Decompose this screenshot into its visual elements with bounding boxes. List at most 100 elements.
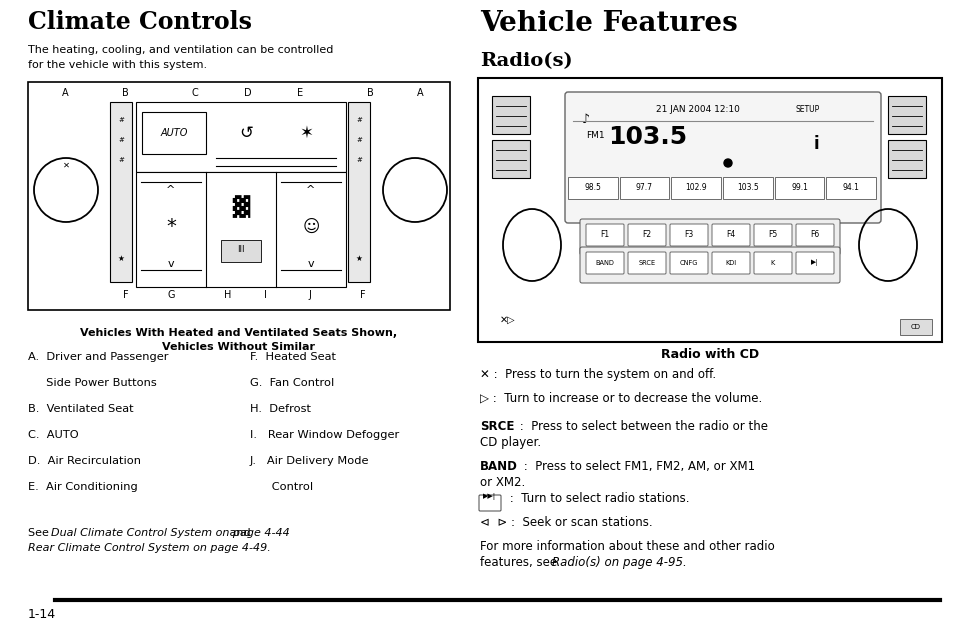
Text: i: i <box>812 135 818 153</box>
Text: SRCE: SRCE <box>479 420 514 433</box>
Text: CD player.: CD player. <box>479 436 540 449</box>
Text: G: G <box>167 290 174 300</box>
Text: AUTO: AUTO <box>160 128 188 138</box>
Text: CNFG: CNFG <box>679 260 698 266</box>
Text: Rear Climate Control System on page 4-49.: Rear Climate Control System on page 4-49… <box>28 543 271 553</box>
Bar <box>136 102 346 172</box>
Text: ☺: ☺ <box>302 218 319 236</box>
Text: ▶▶|: ▶▶| <box>483 494 497 500</box>
FancyBboxPatch shape <box>627 252 665 274</box>
Text: G.  Fan Control: G. Fan Control <box>250 378 334 388</box>
Text: 21 JAN 2004 12:10: 21 JAN 2004 12:10 <box>656 105 740 114</box>
Bar <box>774 177 823 199</box>
Text: #: # <box>355 137 361 143</box>
Text: F1: F1 <box>599 230 609 239</box>
Text: ♪: ♪ <box>581 113 589 126</box>
Text: Vehicle Features: Vehicle Features <box>479 10 737 37</box>
Text: J: J <box>308 290 311 300</box>
FancyBboxPatch shape <box>585 224 623 246</box>
FancyBboxPatch shape <box>711 252 749 274</box>
Text: ✶: ✶ <box>298 124 313 142</box>
Text: Dual Climate Control System on page 4-44: Dual Climate Control System on page 4-44 <box>51 528 290 538</box>
Bar <box>899 319 931 335</box>
Text: I: I <box>263 290 266 300</box>
Text: F4: F4 <box>725 230 735 239</box>
Text: 94.1: 94.1 <box>841 184 859 193</box>
Text: ⊲  ⊳ :  Seek or scan stations.: ⊲ ⊳ : Seek or scan stations. <box>479 516 652 529</box>
Text: #: # <box>355 157 361 163</box>
Text: B: B <box>366 88 373 98</box>
Text: C: C <box>192 88 198 98</box>
Text: A: A <box>416 88 423 98</box>
Circle shape <box>723 159 731 167</box>
Text: 98.5: 98.5 <box>584 184 600 193</box>
Text: A: A <box>62 88 69 98</box>
Text: 103.5: 103.5 <box>607 125 686 149</box>
Text: Vehicles Without Similar: Vehicles Without Similar <box>162 342 315 352</box>
Text: Radio(s): Radio(s) <box>479 52 572 70</box>
FancyBboxPatch shape <box>585 252 623 274</box>
Text: Radio with CD: Radio with CD <box>660 348 759 361</box>
FancyBboxPatch shape <box>795 252 833 274</box>
Text: ★: ★ <box>355 253 362 262</box>
FancyBboxPatch shape <box>579 219 840 255</box>
Text: ^: ^ <box>166 185 175 195</box>
Text: See: See <box>28 528 52 538</box>
FancyBboxPatch shape <box>579 247 840 283</box>
Text: B.  Ventilated Seat: B. Ventilated Seat <box>28 404 133 414</box>
Text: 103.5: 103.5 <box>736 184 758 193</box>
Text: :  Press to select between the radio or the: : Press to select between the radio or t… <box>516 420 767 433</box>
Text: K: K <box>770 260 774 266</box>
Text: or XM2.: or XM2. <box>479 476 525 489</box>
Text: ✕: ✕ <box>63 161 70 170</box>
Text: F.  Heated Seat: F. Heated Seat <box>250 352 335 362</box>
Text: KDI: KDI <box>724 260 736 266</box>
Bar <box>28 82 450 310</box>
Text: 102.9: 102.9 <box>684 184 706 193</box>
FancyBboxPatch shape <box>753 252 791 274</box>
Text: ★: ★ <box>117 253 124 262</box>
Text: v: v <box>308 259 314 269</box>
Text: 99.1: 99.1 <box>790 184 807 193</box>
Text: *: * <box>166 218 175 237</box>
Text: #: # <box>355 117 361 123</box>
Text: 97.7: 97.7 <box>636 184 652 193</box>
FancyBboxPatch shape <box>627 224 665 246</box>
Text: Side Power Buttons: Side Power Buttons <box>28 378 156 388</box>
Text: Radio(s) on page 4-95.: Radio(s) on page 4-95. <box>552 556 686 569</box>
Text: A.  Driver and Passenger: A. Driver and Passenger <box>28 352 169 362</box>
Text: D: D <box>244 88 252 98</box>
Text: and: and <box>51 528 251 538</box>
Text: ✕ :  Press to turn the system on and off.: ✕ : Press to turn the system on and off. <box>479 368 716 381</box>
Bar <box>887 96 925 134</box>
Bar <box>619 177 669 199</box>
Text: ▷ :  Turn to increase or to decrease the volume.: ▷ : Turn to increase or to decrease the … <box>479 392 761 405</box>
Text: I.   Rear Window Defogger: I. Rear Window Defogger <box>250 430 399 440</box>
Text: BAND: BAND <box>595 260 614 266</box>
Text: Climate Controls: Climate Controls <box>28 10 252 34</box>
Text: FM1: FM1 <box>585 131 604 140</box>
Text: B: B <box>121 88 129 98</box>
Text: D.  Air Recirculation: D. Air Recirculation <box>28 456 141 466</box>
Text: The heating, cooling, and ventilation can be controlled: The heating, cooling, and ventilation ca… <box>28 45 333 55</box>
FancyBboxPatch shape <box>478 495 500 511</box>
Text: F2: F2 <box>641 230 651 239</box>
Text: ^: ^ <box>306 185 315 195</box>
Text: SETUP: SETUP <box>795 105 820 114</box>
Text: C.  AUTO: C. AUTO <box>28 430 78 440</box>
Text: BAND: BAND <box>479 460 517 473</box>
Text: J.   Air Delivery Mode: J. Air Delivery Mode <box>250 456 369 466</box>
Text: ▓: ▓ <box>233 196 250 218</box>
Text: Control: Control <box>250 482 313 492</box>
Text: H: H <box>224 290 232 300</box>
Text: CD: CD <box>910 324 920 330</box>
Text: F3: F3 <box>683 230 693 239</box>
Text: E: E <box>296 88 303 98</box>
Text: For more information about these and other radio: For more information about these and oth… <box>479 540 774 553</box>
Text: H.  Defrost: H. Defrost <box>250 404 311 414</box>
Text: F: F <box>123 290 129 300</box>
Text: :  Press to select FM1, FM2, AM, or XM1: : Press to select FM1, FM2, AM, or XM1 <box>519 460 755 473</box>
Text: #: # <box>118 117 124 123</box>
Text: E.  Air Conditioning: E. Air Conditioning <box>28 482 137 492</box>
Bar <box>567 177 617 199</box>
